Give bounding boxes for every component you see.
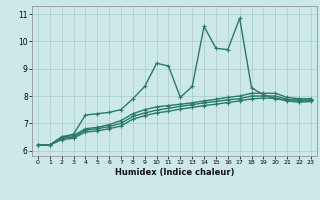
X-axis label: Humidex (Indice chaleur): Humidex (Indice chaleur) (115, 168, 234, 177)
